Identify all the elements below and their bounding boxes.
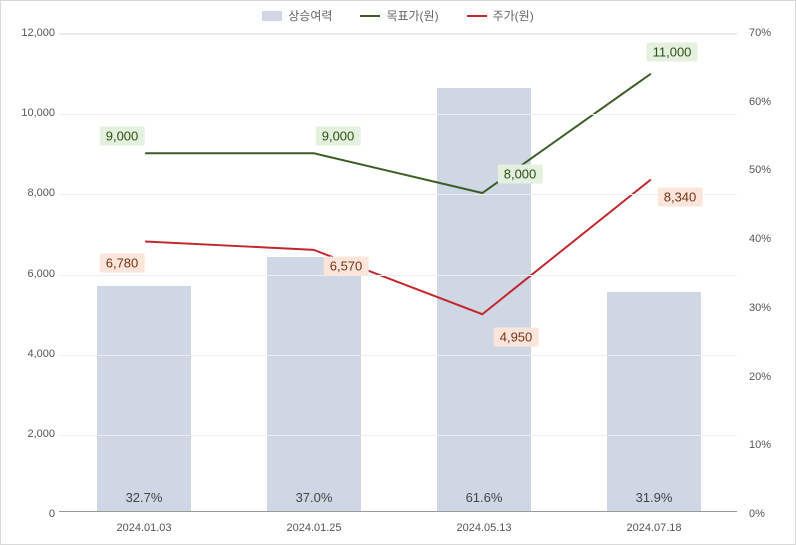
gridline	[59, 34, 737, 35]
series-data-label: 11,000	[647, 43, 698, 62]
legend-line-icon	[467, 15, 487, 17]
legend-label: 주가(원)	[493, 7, 534, 24]
series-data-label: 6,780	[100, 254, 145, 273]
legend-item-bars: 상승여력	[262, 7, 332, 24]
x-tick-label: 2024.01.03	[116, 522, 171, 534]
y-right-tick-label: 20%	[741, 371, 795, 383]
series-data-label: 9,000	[316, 127, 361, 146]
plot-area: 31.9%61.6%37.0%32.7% 9,0009,0008,00011,0…	[59, 33, 737, 512]
y-left-tick-label: 0	[1, 508, 55, 520]
y-left-tick-label: 2,000	[1, 428, 55, 440]
chart-container: 상승여력 목표가(원) 주가(원) 31.9%61.6%37.0%32.7% 9…	[0, 0, 796, 545]
series-data-label: 4,950	[494, 327, 539, 346]
line-layer	[59, 34, 737, 511]
y-right-tick-label: 30%	[741, 302, 795, 314]
series-line	[145, 74, 651, 193]
y-left-tick-label: 4,000	[1, 348, 55, 360]
y-right-tick-label: 70%	[741, 27, 795, 39]
legend-box-icon	[262, 11, 282, 21]
gridline	[59, 435, 737, 436]
legend-item-target: 목표가(원)	[360, 7, 438, 24]
y-right-tick-label: 60%	[741, 96, 795, 108]
x-tick-label: 2024.07.18	[626, 522, 681, 534]
y-right-tick-label: 50%	[741, 164, 795, 176]
legend-label: 목표가(원)	[386, 7, 438, 24]
y-left-tick-label: 10,000	[1, 107, 55, 119]
series-data-label: 8,340	[658, 187, 703, 206]
legend-line-icon	[360, 15, 380, 17]
y-right-tick-label: 40%	[741, 233, 795, 245]
gridline	[59, 194, 737, 195]
y-right-tick-label: 0%	[741, 508, 795, 520]
legend-label: 상승여력	[288, 7, 332, 24]
gridline	[59, 275, 737, 276]
series-line	[145, 179, 651, 314]
y-left-tick-label: 8,000	[1, 187, 55, 199]
y-left-tick-label: 6,000	[1, 268, 55, 280]
legend-item-price: 주가(원)	[467, 7, 534, 24]
series-data-label: 8,000	[498, 165, 543, 184]
y-left-tick-label: 12,000	[1, 27, 55, 39]
series-data-label: 6,570	[324, 256, 369, 275]
series-data-label: 9,000	[100, 127, 145, 146]
x-tick-label: 2024.05.13	[456, 522, 511, 534]
gridline	[59, 355, 737, 356]
x-tick-label: 2024.01.25	[286, 522, 341, 534]
y-right-tick-label: 10%	[741, 439, 795, 451]
gridline	[59, 114, 737, 115]
legend: 상승여력 목표가(원) 주가(원)	[1, 7, 795, 24]
